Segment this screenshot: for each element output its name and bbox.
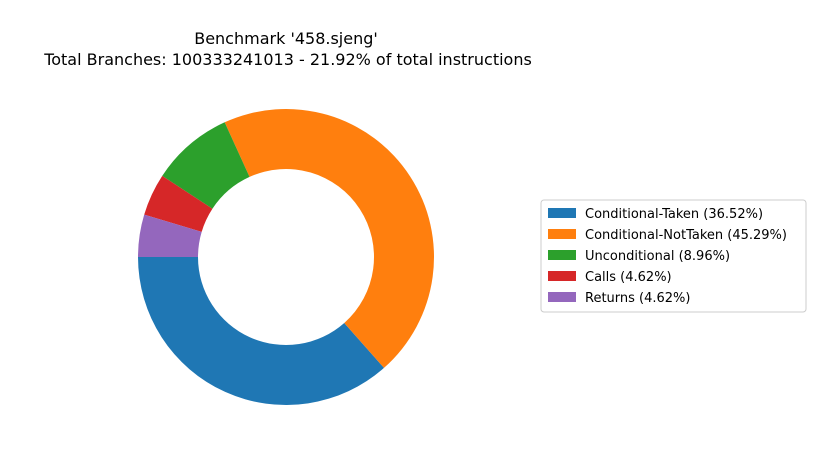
slice-conditional-nottaken bbox=[224, 109, 434, 368]
legend-swatch-conditional-taken bbox=[548, 208, 576, 218]
legend-swatch-unconditional bbox=[548, 250, 576, 260]
slice-conditional-taken bbox=[138, 257, 384, 405]
slice-calls bbox=[144, 175, 213, 232]
legend-label-calls: Calls (4.62%) bbox=[585, 270, 672, 285]
slice-returns bbox=[138, 214, 202, 257]
legend-box bbox=[540, 199, 807, 313]
legend-label-unconditional: Unconditional (8.96%) bbox=[585, 249, 730, 264]
legend-swatch-conditional-nottaken bbox=[548, 229, 576, 239]
legend-swatch-returns bbox=[548, 292, 576, 302]
legend-label-conditional-taken: Conditional-Taken (36.52%) bbox=[585, 207, 763, 222]
slice-unconditional bbox=[162, 122, 250, 209]
chart-title-line1: Benchmark '458.sjeng' bbox=[194, 29, 378, 48]
legend-swatch-calls bbox=[548, 271, 576, 281]
legend-label-conditional-nottaken: Conditional-NotTaken (45.29%) bbox=[585, 228, 787, 243]
legend-label-returns: Returns (4.62%) bbox=[585, 291, 691, 306]
legend: Conditional-Taken (36.52%) Conditional-No… bbox=[540, 199, 807, 313]
donut-slices bbox=[138, 109, 434, 405]
chart-title-line2: Total Branches: 100333241013 - 21.92% of… bbox=[43, 50, 532, 69]
